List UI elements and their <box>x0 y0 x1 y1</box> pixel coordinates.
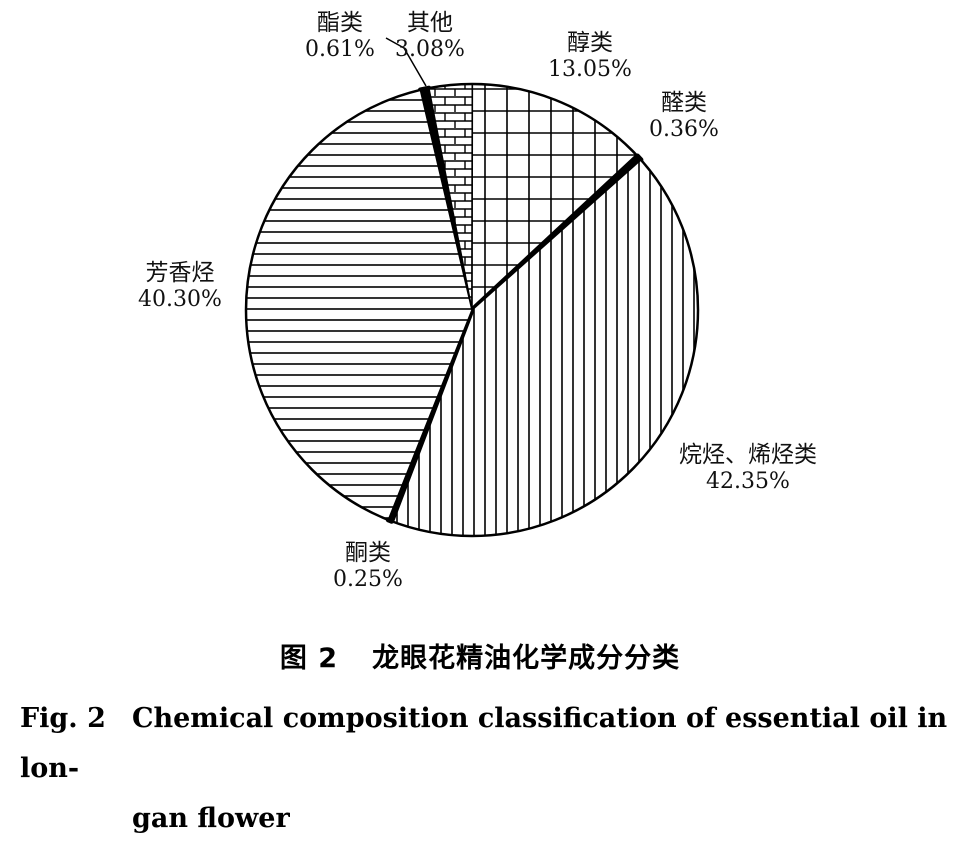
pie-slice-fill <box>428 83 473 310</box>
slice-label: 酯类 <box>317 10 363 36</box>
slice-value-label: 40.30% <box>138 287 222 312</box>
slice-label: 烷烃、烯烃类 <box>679 442 817 468</box>
slice-value-label: 13.05% <box>548 57 632 82</box>
slice-value-label: 3.08% <box>395 37 465 62</box>
pie-slice-fill <box>391 159 699 537</box>
caption-english: Fig. 2 Chemical composition classificatio… <box>20 694 950 844</box>
pie-slice-fill <box>246 89 472 520</box>
caption-chinese: 图 2 龙眼花精油化学成分分类 <box>0 636 960 675</box>
slice-label: 醇类 <box>567 30 613 56</box>
caption-en-title-line2: gan flower <box>132 803 290 834</box>
slice-value-label: 42.35% <box>706 469 790 494</box>
pie-slice-fill <box>472 84 638 310</box>
slice-label: 芳香烃 <box>146 260 215 286</box>
leader-line <box>385 37 427 87</box>
pie-outline <box>244 82 700 538</box>
slice-value-label: 0.61% <box>305 37 375 62</box>
slice-label: 醛类 <box>661 90 707 116</box>
slice-value-label: 0.25% <box>333 567 403 592</box>
slice-label: 其他 <box>407 10 453 36</box>
caption-en-title-line1: Chemical composition classification of e… <box>20 703 948 784</box>
caption-en-number: Fig. 2 <box>20 703 106 734</box>
slice-label: 酮类 <box>345 540 391 566</box>
caption-cn-title: 龙眼花精油化学成分分类 <box>372 643 681 674</box>
caption-cn-number: 图 2 <box>279 643 339 674</box>
slice-value-label: 0.36% <box>649 117 719 142</box>
